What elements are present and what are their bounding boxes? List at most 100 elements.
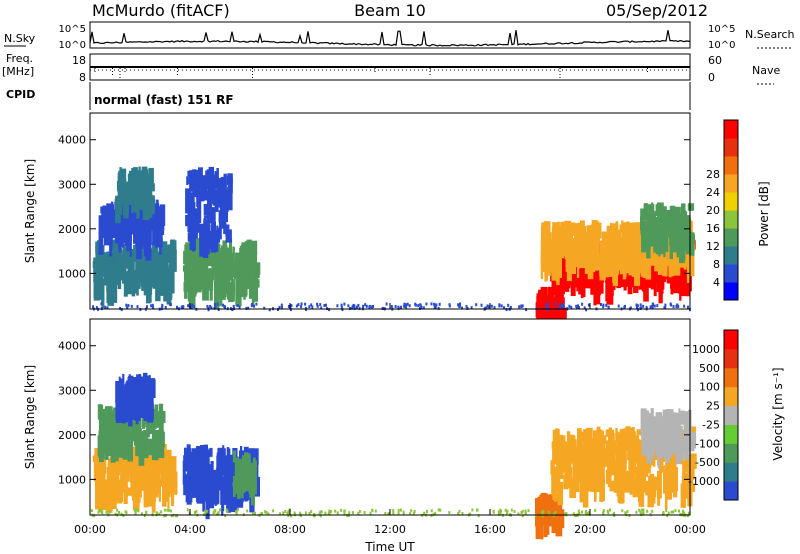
- data-cell: [195, 254, 201, 272]
- data-cell: [138, 397, 141, 405]
- data-cell: [115, 398, 121, 423]
- colorbar-frame: [723, 329, 739, 501]
- data-cell: [506, 509, 509, 513]
- data-cell: [370, 305, 373, 309]
- y-tick-label: 2000: [58, 429, 86, 442]
- data-cell: [413, 510, 416, 513]
- data-cell: [643, 213, 649, 221]
- data-cell: [475, 303, 478, 307]
- power-ylabel: Slant Range [km]: [23, 159, 37, 263]
- colorbar-tick-label: 4: [713, 276, 720, 289]
- data-cell: [558, 295, 563, 308]
- data-cell: [117, 270, 122, 290]
- data-cell: [584, 473, 591, 492]
- data-cell: [340, 306, 343, 310]
- data-cell: [157, 229, 161, 247]
- data-cell: [412, 511, 415, 515]
- data-cell: [578, 512, 581, 515]
- data-cell: [364, 303, 367, 307]
- data-cell: [676, 303, 679, 307]
- data-cell: [189, 250, 192, 273]
- data-cell: [646, 423, 653, 432]
- data-cell: [132, 470, 137, 497]
- data-cell: [602, 509, 605, 513]
- data-cell: [220, 249, 223, 271]
- data-cell: [211, 490, 219, 505]
- data-cell: [280, 303, 283, 307]
- data-cell: [148, 402, 154, 419]
- nave-tick-bottom: 0: [708, 71, 715, 84]
- data-cell: [651, 302, 654, 306]
- data-cell: [470, 306, 473, 310]
- data-cell: [249, 255, 252, 279]
- data-cell: [195, 509, 198, 513]
- data-cell: [123, 186, 129, 194]
- data-cell: [580, 468, 588, 485]
- data-cell: [140, 170, 145, 188]
- data-cell: [148, 384, 153, 398]
- data-cell: [164, 464, 170, 479]
- data-cell: [165, 485, 169, 502]
- data-cell: [649, 473, 655, 489]
- data-cell: [141, 180, 148, 197]
- data-cell: [602, 511, 605, 515]
- data-cell: [671, 234, 677, 253]
- data-cell: [580, 465, 586, 473]
- data-cell: [139, 376, 144, 394]
- data-cell: [93, 514, 96, 518]
- data-cell: [327, 512, 330, 516]
- data-cell: [105, 438, 109, 460]
- data-cell: [152, 217, 155, 246]
- data-cell: [161, 303, 164, 307]
- data-cell: [147, 480, 152, 507]
- data-cell: [218, 179, 226, 191]
- data-cell: [365, 304, 368, 308]
- data-cell: [122, 433, 128, 460]
- data-cell: [673, 472, 678, 498]
- data-cell: [117, 436, 122, 456]
- data-cell: [558, 506, 562, 527]
- data-cell: [199, 228, 206, 257]
- data-cell: [222, 242, 226, 254]
- data-cell: [186, 176, 189, 185]
- data-cell: [133, 244, 139, 254]
- data-cell: [236, 469, 241, 477]
- data-cell: [559, 304, 562, 308]
- data-cell: [245, 306, 248, 310]
- data-cell: [117, 467, 120, 485]
- data-cell: [351, 306, 354, 310]
- data-cell: [170, 514, 173, 518]
- data-cell: [250, 251, 258, 278]
- data-cell: [232, 304, 235, 308]
- data-cell: [623, 227, 627, 248]
- data-cell: [671, 206, 677, 221]
- data-cell: [572, 242, 579, 266]
- data-cell: [602, 435, 607, 445]
- data-cell: [590, 475, 593, 492]
- data-cell: [623, 476, 626, 485]
- data-cell: [204, 277, 209, 301]
- data-cell: [197, 171, 200, 179]
- data-cell: [142, 174, 149, 181]
- data-cell: [231, 269, 239, 278]
- data-cell: [623, 428, 626, 442]
- data-cell: [198, 167, 203, 178]
- data-cell: [150, 304, 153, 308]
- data-cell: [268, 308, 271, 312]
- data-cell: [140, 379, 147, 404]
- data-cell: [104, 305, 107, 309]
- data-cell: [116, 483, 124, 502]
- data-cell: [133, 177, 140, 191]
- colorbar-segment: [724, 330, 738, 350]
- data-cell: [579, 435, 584, 442]
- data-cell: [680, 483, 686, 508]
- data-cell: [105, 206, 110, 225]
- data-cell: [590, 267, 595, 295]
- data-cell: [403, 304, 406, 308]
- colorbar-segment: [724, 367, 738, 388]
- data-cell: [685, 455, 689, 466]
- data-cell: [641, 442, 646, 455]
- data-cell: [569, 434, 575, 445]
- data-cell: [343, 512, 346, 516]
- data-cell: [111, 201, 114, 227]
